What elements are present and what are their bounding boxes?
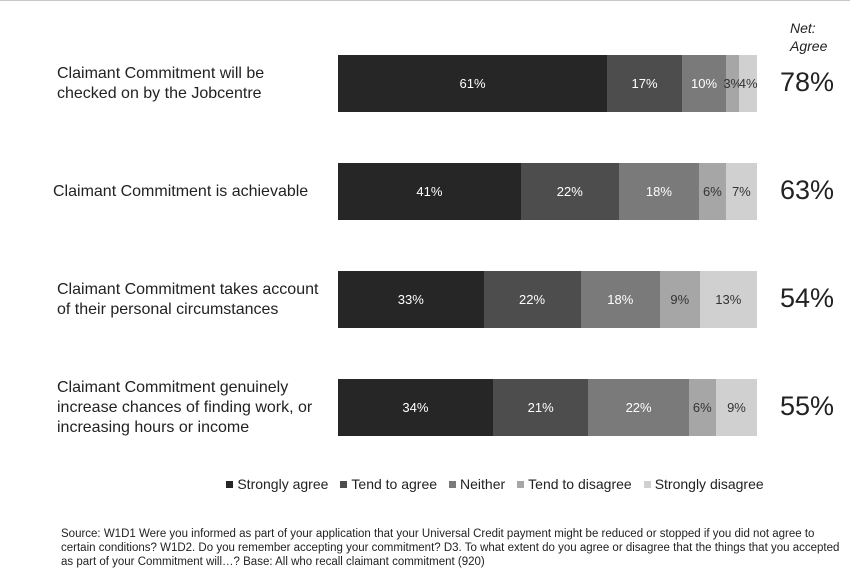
category-label: Claimant Commitment will be checked on by… xyxy=(57,64,337,104)
legend-item: Neither xyxy=(449,476,505,492)
legend-label: Strongly agree xyxy=(237,476,329,492)
data-label: 7% xyxy=(731,184,751,199)
net-agree-value: 63% xyxy=(780,175,835,205)
net-agree-header-line-1: Net: xyxy=(790,20,816,36)
legend-swatch xyxy=(449,480,457,488)
category-label-line: increasing hours or income xyxy=(57,418,250,436)
bar-segment: 13% xyxy=(699,271,757,328)
bar-segment: 21% xyxy=(492,379,589,436)
legend-label: Neither xyxy=(460,476,506,492)
stacked-bar: 61% 17% 10% 3% 4% xyxy=(338,55,758,112)
bar-segment: 4% xyxy=(738,55,758,112)
legend-item: Strongly agree xyxy=(226,476,328,492)
bar-segment: 6% xyxy=(699,163,726,220)
data-label: 9% xyxy=(670,292,690,307)
legend-label: Strongly disagree xyxy=(654,476,764,492)
category-label-line: Claimant Commitment genuinely xyxy=(57,378,289,396)
net-agree-value: 55% xyxy=(780,391,835,421)
source-note: Source: W1D1 Were you informed as part o… xyxy=(61,528,840,568)
category-label-line: increase chances of finding work, or xyxy=(57,398,313,416)
bar-segment: 17% xyxy=(607,55,682,112)
bar-segment: 41% xyxy=(338,163,521,220)
bar-segment: 9% xyxy=(715,379,757,436)
data-label: 3% xyxy=(723,76,743,91)
category-label: Claimant Commitment is achievable xyxy=(53,182,333,202)
legend-item: Tend to agree xyxy=(340,476,437,492)
net-agree-header-line-2: Agree xyxy=(790,38,828,54)
category-label-line: Claimant Commitment is achievable xyxy=(53,182,309,200)
category-label: Claimant Commitment takes account of thei… xyxy=(57,280,337,320)
legend-swatch xyxy=(340,480,348,488)
legend-swatch xyxy=(643,480,651,488)
bar-segment: 61% xyxy=(338,55,608,112)
data-label: 18% xyxy=(607,292,634,307)
bar-segment: 22% xyxy=(588,379,689,436)
bar-segment: 9% xyxy=(659,271,700,328)
chart-legend: Strongly agree Tend to agree Neither Tend t… xyxy=(0,476,850,492)
legend-label: Tend to agree xyxy=(351,476,438,492)
stacked-bar: 34% 21% 22% 6% 9% xyxy=(338,379,757,436)
data-label: 22% xyxy=(519,292,546,307)
data-label: 6% xyxy=(703,184,722,199)
data-label: 4% xyxy=(738,76,758,91)
category-label-line: of their personal circumstances xyxy=(57,300,279,318)
legend-swatch xyxy=(517,480,525,488)
data-label: 9% xyxy=(727,400,746,415)
bar-segment: 33% xyxy=(338,271,484,328)
data-label: 10% xyxy=(691,76,718,91)
net-agree-header: Net: Agree xyxy=(790,19,850,55)
legend-item: Tend to disagree xyxy=(517,476,632,492)
bar-segment: 22% xyxy=(483,271,581,328)
stacked-bar: 41% 22% 18% 6% 7% xyxy=(338,163,757,220)
bar-segment: 10% xyxy=(682,55,727,112)
bar-segment: 18% xyxy=(580,271,660,328)
data-label: 17% xyxy=(631,76,658,91)
category-label: Claimant Commitment genuinely increase ch… xyxy=(57,378,337,438)
legend-item: Strongly disagree xyxy=(643,476,764,492)
legend-swatch xyxy=(226,480,234,488)
top-divider xyxy=(0,0,850,1)
bar-segment: 7% xyxy=(725,163,757,220)
bar-segment: 18% xyxy=(618,163,700,220)
data-label: 18% xyxy=(645,184,672,199)
stacked-bar: 33% 22% 18% 9% 13% xyxy=(338,271,757,328)
data-label: 6% xyxy=(692,400,712,415)
data-label: 33% xyxy=(397,292,424,307)
net-agree-value: 78% xyxy=(780,67,835,97)
bar-segment: 6% xyxy=(688,379,716,436)
data-label: 21% xyxy=(527,400,554,415)
data-label: 13% xyxy=(715,292,742,307)
data-label: 34% xyxy=(402,400,429,415)
data-label: 61% xyxy=(459,76,486,91)
category-label-line: checked on by the Jobcentre xyxy=(57,84,262,102)
data-label: 22% xyxy=(625,400,652,415)
legend-label: Tend to disagree xyxy=(528,476,632,492)
bar-segment: 34% xyxy=(338,379,493,436)
data-label: 41% xyxy=(416,184,443,199)
data-label: 22% xyxy=(556,184,583,199)
category-label-line: Claimant Commitment will be xyxy=(57,64,265,82)
category-label-line: Claimant Commitment takes account xyxy=(57,280,319,298)
bar-segment: 3% xyxy=(723,55,743,112)
net-agree-value: 54% xyxy=(780,283,835,313)
bar-segment: 22% xyxy=(520,163,619,220)
